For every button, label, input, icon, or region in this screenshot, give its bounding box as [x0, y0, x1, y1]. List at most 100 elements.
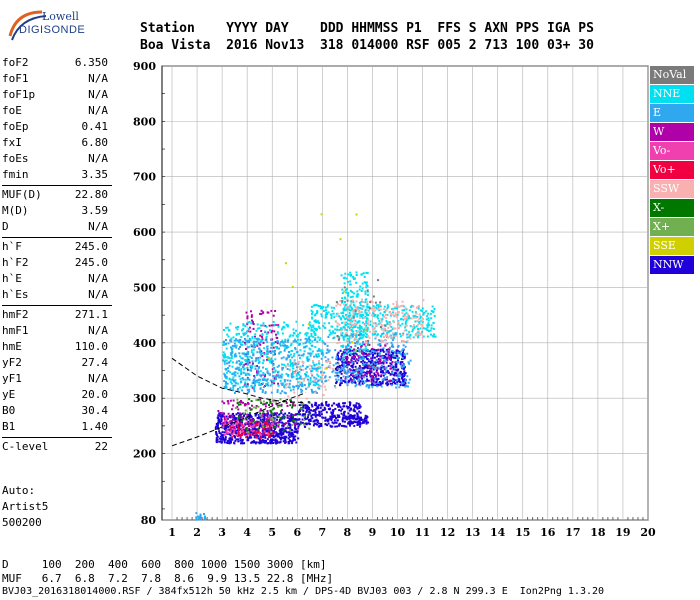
echo-point: [244, 324, 247, 327]
echo-point: [273, 353, 276, 356]
echo-point: [294, 348, 297, 351]
echo-point: [295, 340, 298, 343]
echo-point: [262, 324, 265, 327]
echo-point: [325, 401, 328, 403]
echo-point: [392, 373, 395, 376]
echo-point: [252, 440, 255, 443]
x-tick-label: 1: [168, 526, 176, 539]
echo-point: [225, 377, 228, 380]
echo-point: [341, 418, 344, 421]
echo-point: [273, 429, 276, 432]
param-value: 1.40: [81, 420, 109, 433]
echo-point: [396, 357, 398, 359]
echo-point: [241, 343, 244, 346]
echo-point: [337, 357, 340, 360]
echo-point: [290, 375, 293, 378]
echo-point: [223, 415, 226, 418]
echo-point: [239, 369, 242, 372]
echo-point: [349, 329, 351, 332]
echo-point: [259, 434, 262, 436]
echo-point: [288, 384, 291, 387]
echo-point: [396, 304, 399, 307]
echo-point: [360, 337, 363, 340]
echo-point: [272, 400, 275, 403]
echo-point: [267, 419, 270, 422]
echo-point: [373, 322, 376, 325]
echo-point: [337, 362, 340, 365]
echo-point: [266, 414, 269, 417]
echo-point: [347, 375, 350, 378]
echo-point: [371, 359, 374, 362]
echo-point: [299, 357, 301, 360]
echo-point: [340, 412, 343, 415]
echo-point: [248, 388, 251, 391]
echo-point: [250, 345, 253, 348]
echo-point: [361, 379, 364, 382]
echo-point: [311, 413, 314, 416]
echo-point: [349, 321, 352, 324]
echo-point: [259, 334, 262, 337]
echo-point: [288, 439, 291, 442]
echo-point: [379, 350, 382, 353]
echo-point: [305, 332, 308, 335]
echo-point: [277, 382, 280, 385]
echo-point: [238, 427, 241, 430]
echo-point: [314, 415, 317, 418]
echo-point: [340, 359, 343, 362]
echo-point: [337, 371, 340, 374]
echo-point: [336, 325, 339, 328]
echo-point: [297, 437, 300, 440]
echo-point: [334, 332, 337, 335]
echo-point: [364, 414, 367, 417]
echo-point: [377, 366, 380, 369]
echo-point: [332, 364, 335, 367]
echo-point: [250, 425, 253, 428]
echo-point: [393, 350, 396, 353]
echo-point: [358, 324, 361, 327]
echo-point: [403, 367, 406, 370]
echo-point: [336, 353, 339, 356]
echo-point: [270, 429, 273, 431]
echo-point: [244, 363, 247, 366]
echo-point: [275, 424, 278, 427]
echo-point: [377, 317, 380, 320]
echo-point: [361, 305, 364, 308]
echo-point: [372, 379, 375, 382]
echo-point: [412, 325, 414, 328]
echo-point: [215, 425, 218, 428]
param-value: N/A: [88, 324, 108, 337]
echo-point: [262, 341, 265, 344]
param-value: 245.0: [74, 240, 108, 253]
echo-point: [282, 428, 285, 431]
echo-point: [269, 352, 272, 354]
echo-point: [231, 365, 234, 368]
echo-point: [336, 328, 339, 331]
echo-point: [240, 400, 242, 402]
echo-point: [308, 335, 311, 338]
echo-point: [230, 423, 233, 426]
echo-point: [303, 425, 306, 428]
echo-point: [279, 350, 282, 353]
echo-point: [421, 323, 424, 326]
echo-point: [259, 414, 262, 417]
echo-point: [240, 343, 243, 346]
echo-point: [300, 354, 303, 357]
echo-point: [231, 373, 234, 376]
echo-point: [303, 346, 306, 349]
echo-point: [379, 362, 382, 365]
echo-point: [229, 399, 232, 402]
echo-point: [287, 427, 290, 429]
echo-point: [256, 371, 259, 374]
echo-point: [391, 332, 394, 335]
echo-point: [246, 388, 249, 391]
echo-point: [412, 314, 415, 317]
echo-point: [272, 425, 275, 428]
echo-point: [403, 378, 406, 381]
echo-point: [396, 381, 399, 384]
echo-point: [241, 429, 243, 432]
echo-point: [294, 418, 296, 421]
echo-point: [222, 415, 225, 418]
echo-point: [397, 311, 400, 314]
echo-point: [224, 419, 227, 422]
param-name: foF2: [2, 56, 29, 69]
